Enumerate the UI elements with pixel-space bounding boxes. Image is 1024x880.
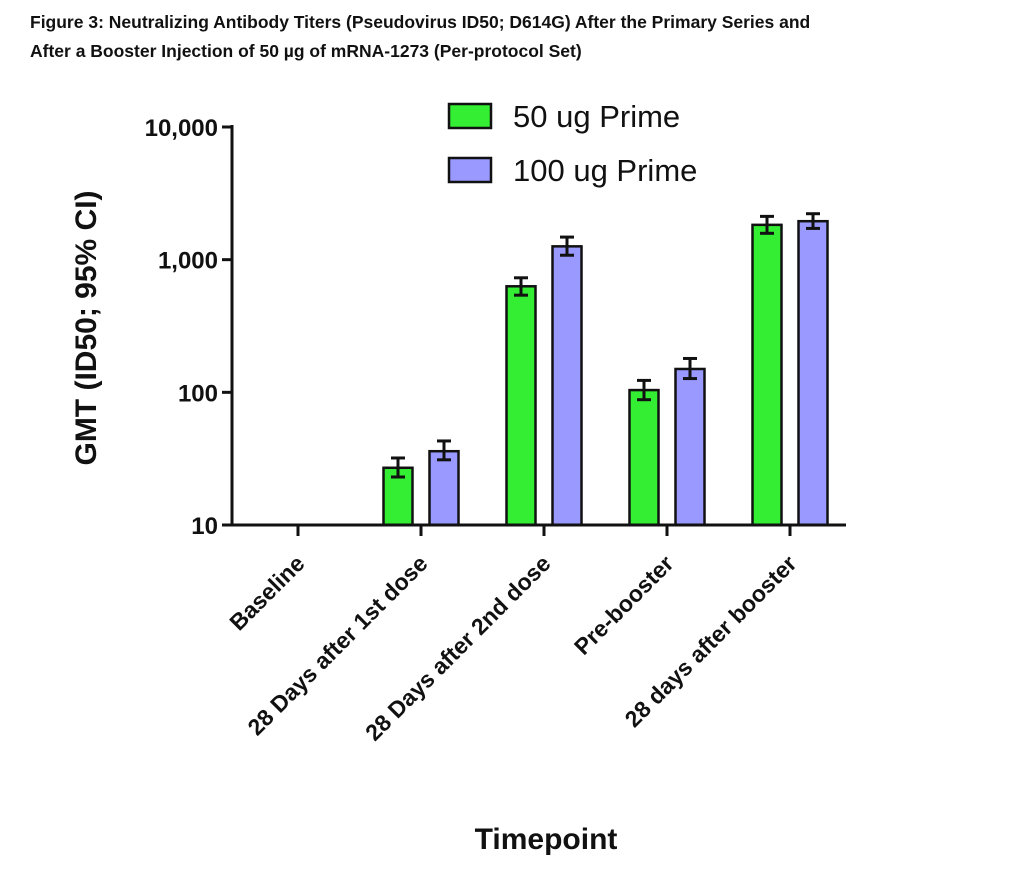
bar-100ug-3 bbox=[674, 367, 706, 527]
bar-100ug-1 bbox=[428, 449, 460, 527]
y-tick-label-1000: 1,000 bbox=[158, 248, 218, 275]
bar-50ug-4 bbox=[751, 223, 783, 527]
bar-50ug-3 bbox=[628, 388, 660, 527]
legend-label-1: 100 ug Prime bbox=[513, 153, 697, 188]
bars-group bbox=[382, 219, 829, 527]
legend-swatch-0 bbox=[447, 102, 493, 130]
caption-line-2: After a Booster Injection of 50 µg of mR… bbox=[30, 41, 582, 61]
figure-caption: Figure 3: Neutralizing Antibody Titers (… bbox=[30, 8, 1000, 66]
y-tick-label-100: 100 bbox=[178, 380, 218, 407]
legend: 50 ug Prime 100 ug Prime bbox=[447, 99, 697, 188]
bar-50ug-2 bbox=[505, 285, 537, 527]
y-axis-title: GMT (ID50; 95% CI) bbox=[70, 190, 103, 465]
x-category-label-3: Pre-booster bbox=[569, 550, 679, 660]
caption-line-1: Figure 3: Neutralizing Antibody Titers (… bbox=[30, 12, 811, 32]
legend-label-0: 50 ug Prime bbox=[513, 99, 680, 134]
bar-100ug-2 bbox=[551, 245, 583, 527]
y-tick-label-10000: 10,000 bbox=[145, 115, 218, 142]
y-tick-label-10: 10 bbox=[191, 513, 218, 540]
x-axis-title: Timepoint bbox=[475, 823, 618, 856]
legend-swatch-1 bbox=[447, 156, 493, 184]
x-category-label-0: Baseline bbox=[224, 550, 309, 635]
bar-100ug-4 bbox=[797, 219, 829, 527]
error-bars-group bbox=[391, 212, 820, 479]
